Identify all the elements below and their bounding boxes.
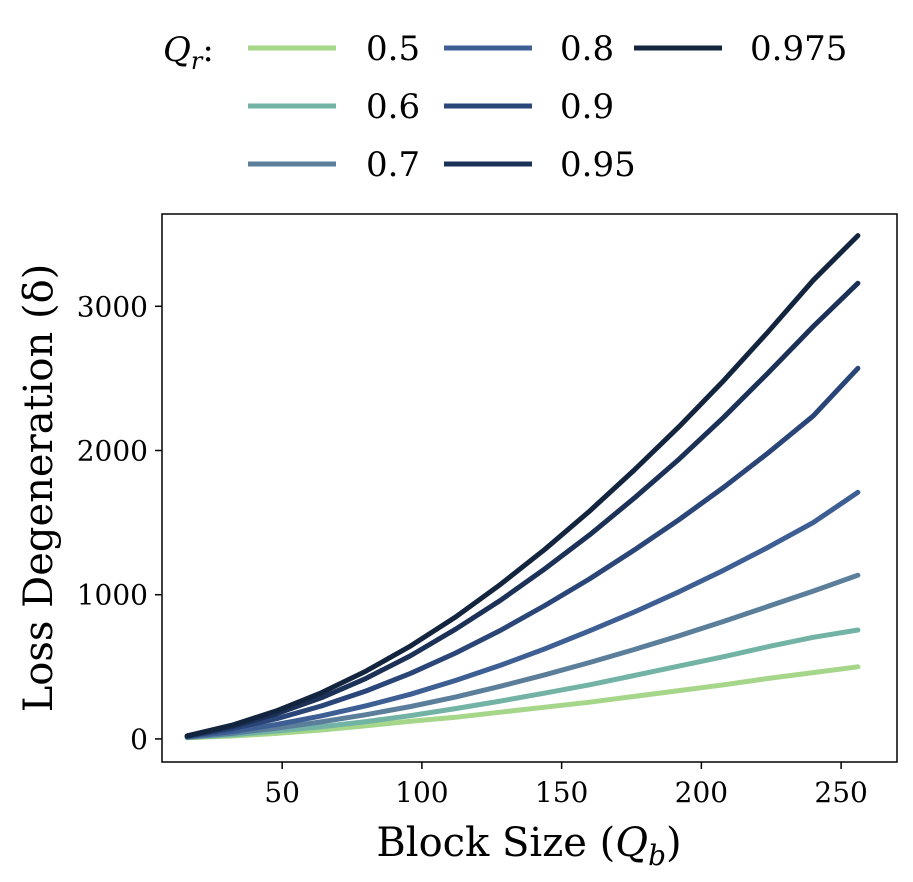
y-tick-label: 0 <box>130 723 148 756</box>
legend-label: 0.5 <box>366 29 420 69</box>
x-axis-title-symbol: Q <box>615 820 648 866</box>
x-axis-title-text: Block Size ( <box>376 820 615 866</box>
legend-label: 0.6 <box>366 87 420 127</box>
series-line-0-6 <box>184 627 861 740</box>
series-line-0-95 <box>184 280 861 739</box>
series-line-0-5 <box>184 664 861 741</box>
legend-title-suffix: : <box>202 30 213 70</box>
legend-label: 0.95 <box>560 145 636 185</box>
x-tick-label: 50 <box>264 776 300 809</box>
x-tick-label: 250 <box>814 776 867 809</box>
series-line-0-7 <box>184 572 861 740</box>
x-axis-ticks: 50 100 150 200 250 <box>264 762 868 809</box>
x-tick-label: 150 <box>535 776 588 809</box>
y-axis-title: Loss Degeneration (δ) <box>16 264 62 713</box>
plot-area-frame <box>161 213 898 763</box>
y-tick-label: 2000 <box>77 435 148 468</box>
legend-label: 0.7 <box>366 145 420 185</box>
x-tick-label: 200 <box>675 776 728 809</box>
y-tick-label: 3000 <box>77 290 148 323</box>
legend: Qr: 0.5 0.6 0.7 0.8 0.9 0.95 0.975 <box>163 29 847 185</box>
y-axis-ticks: 0 1000 2000 3000 <box>77 290 162 756</box>
legend-label: 0.9 <box>560 87 614 127</box>
series-lines <box>184 233 861 741</box>
series-line-0-8 <box>184 489 861 740</box>
legend-title-sub: r <box>191 47 204 75</box>
x-axis-title: Block Size (Qb) <box>376 820 681 872</box>
x-axis-title-close: ) <box>666 820 682 866</box>
legend-label: 0.975 <box>750 29 847 69</box>
series-line-0-9 <box>184 365 861 739</box>
legend-title: Qr: <box>163 30 214 75</box>
legend-label: 0.8 <box>560 29 614 69</box>
x-axis-title-sub: b <box>648 839 666 872</box>
legend-entries: 0.5 0.6 0.7 0.8 0.9 0.95 0.975 <box>248 29 847 185</box>
x-tick-label: 100 <box>395 776 448 809</box>
series-line-0-975 <box>184 233 861 739</box>
legend-title-symbol: Q <box>163 30 191 70</box>
y-tick-label: 1000 <box>77 579 148 612</box>
